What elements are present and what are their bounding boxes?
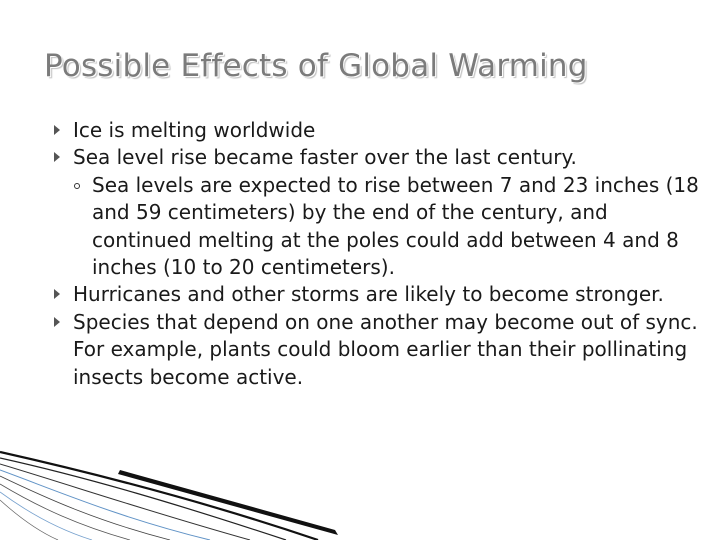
bullet-text: Hurricanes and other storms are likely t… bbox=[73, 282, 664, 307]
right-triangle-arrow-icon bbox=[54, 125, 60, 135]
slide-title: Possible Effects of Global Warming bbox=[44, 48, 588, 84]
swoosh-lines bbox=[0, 450, 319, 540]
sub-bullet-list: Sea levels are expected to rise between … bbox=[73, 172, 704, 282]
right-triangle-arrow-icon bbox=[54, 316, 60, 327]
bullet-item: Sea level rise became faster over the la… bbox=[54, 144, 704, 281]
bullet-item: Species that depend on one another may b… bbox=[54, 309, 704, 391]
bullet-item: Hurricanes and other storms are likely t… bbox=[54, 281, 704, 308]
hollow-circle-icon bbox=[74, 182, 80, 189]
sub-bullet-item: Sea levels are expected to rise between … bbox=[73, 172, 704, 282]
right-triangle-arrow-icon bbox=[54, 152, 60, 163]
bullet-text: Sea level rise became faster over the la… bbox=[73, 145, 577, 170]
bullet-text: Species that depend on one another may b… bbox=[73, 309, 698, 389]
bullet-list: Ice is melting worldwide Sea level rise … bbox=[54, 117, 704, 391]
sub-bullet-text: Sea levels are expected to rise between … bbox=[92, 172, 699, 280]
right-triangle-arrow-icon bbox=[54, 289, 60, 300]
swoosh-wedge bbox=[118, 470, 338, 535]
bullet-item: Ice is melting worldwide bbox=[54, 117, 704, 144]
slide-body: Ice is melting worldwide Sea level rise … bbox=[54, 117, 704, 391]
bullet-text: Ice is melting worldwide bbox=[73, 118, 316, 142]
